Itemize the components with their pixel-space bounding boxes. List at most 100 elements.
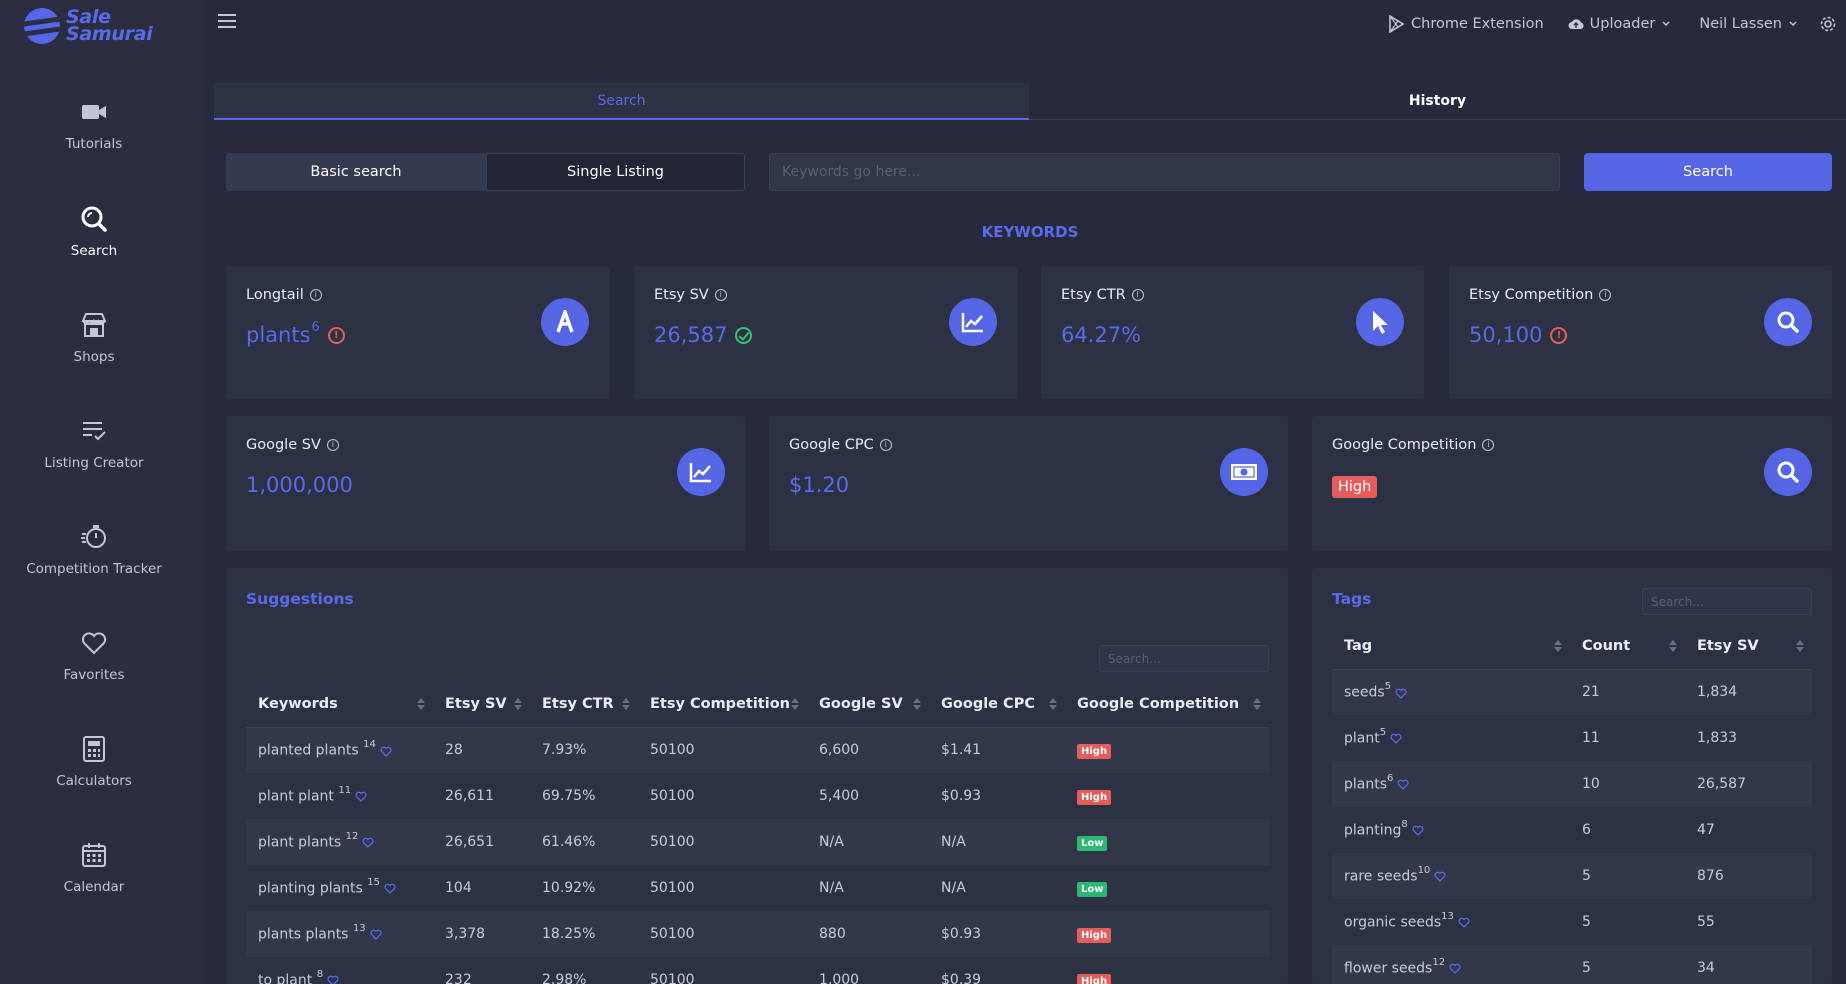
- favorite-heart-icon[interactable]: [1458, 917, 1470, 929]
- google-cpc-cell: $0.93: [929, 911, 1065, 957]
- search-button[interactable]: Search: [1584, 153, 1832, 191]
- etsy-sv-cell: 34: [1685, 945, 1812, 984]
- col-header[interactable]: Etsy SV: [433, 681, 530, 728]
- card-title-text: Longtail: [246, 287, 304, 303]
- info-icon[interactable]: i: [309, 289, 322, 301]
- tag-text[interactable]: flower seeds: [1344, 960, 1433, 977]
- settings-button[interactable]: [1818, 14, 1838, 34]
- favorite-heart-icon[interactable]: [1449, 963, 1461, 975]
- table-row: plant plant 11 26,611 69.75% 50100 5,400 $0.9…: [246, 773, 1269, 819]
- keywords-input[interactable]: [769, 153, 1560, 191]
- info-icon[interactable]: i: [714, 289, 727, 301]
- etsy-sv-cell: 47: [1697, 822, 1715, 838]
- keyword-cell[interactable]: planted plants 14: [246, 727, 433, 773]
- sidebar-item-calculators[interactable]: Calculators: [0, 735, 188, 789]
- video-camera-icon: [82, 105, 106, 119]
- basic-search-toggle[interactable]: Basic search: [226, 153, 486, 191]
- count-cell: 5: [1570, 945, 1685, 984]
- col-header[interactable]: Google CPC: [929, 681, 1065, 728]
- tag-cell[interactable]: rare seeds10: [1332, 853, 1570, 899]
- tags-search-input[interactable]: [1642, 588, 1812, 615]
- keyword-text[interactable]: plant plant: [258, 788, 334, 805]
- tag-cell[interactable]: organic seeds13: [1332, 899, 1570, 945]
- sidebar-item-favorites[interactable]: Favorites: [0, 629, 188, 683]
- hamburger-menu-icon[interactable]: [218, 14, 236, 30]
- tab-history[interactable]: History: [1029, 83, 1846, 120]
- favorite-heart-icon[interactable]: [1395, 688, 1407, 699]
- col-header[interactable]: Google SV: [807, 681, 929, 728]
- keyword-cell[interactable]: to plant 8: [246, 957, 433, 984]
- tag-cell[interactable]: planting8: [1332, 807, 1570, 853]
- tag-cell[interactable]: flower seeds12: [1332, 945, 1570, 984]
- suggestions-table: Keywords Etsy SV Etsy CTR Etsy Competiti…: [246, 681, 1269, 984]
- favorite-heart-icon[interactable]: [1397, 779, 1409, 791]
- card-value-text: 64.27%: [1061, 323, 1142, 347]
- tag-count: 6: [1387, 773, 1394, 785]
- suggestions-search-input[interactable]: [1099, 645, 1269, 672]
- keyword-count: 8: [316, 969, 324, 981]
- google-sv-cell: 1,000: [819, 972, 860, 984]
- info-icon[interactable]: i: [1131, 289, 1144, 301]
- keyword-text[interactable]: plant plants: [258, 834, 342, 851]
- col-header[interactable]: Etsy CTR: [530, 681, 638, 728]
- info-icon[interactable]: i: [879, 439, 892, 451]
- favorite-heart-icon[interactable]: [1390, 733, 1402, 745]
- favorite-heart-icon[interactable]: [380, 746, 392, 757]
- favorite-heart-icon[interactable]: [327, 975, 339, 984]
- sidebar-item-shops[interactable]: Shops: [0, 311, 188, 365]
- col-header[interactable]: Keywords: [246, 681, 433, 728]
- info-icon[interactable]: i: [326, 439, 339, 451]
- col-header[interactable]: Google Competition: [1065, 681, 1269, 728]
- keyword-cell[interactable]: plant plant 11: [246, 773, 433, 819]
- sort-icon: [913, 698, 921, 710]
- tag-cell[interactable]: plant5: [1332, 715, 1570, 761]
- favorite-heart-icon[interactable]: [370, 929, 382, 941]
- keyword-cell[interactable]: plants plants 13: [246, 911, 433, 957]
- sidebar-item-competition-tracker[interactable]: Competition Tracker: [0, 523, 188, 577]
- tag-text[interactable]: seeds: [1344, 685, 1385, 702]
- table-row: plants plants 13 3,378 18.25% 50100 880 $0.93…: [246, 911, 1269, 957]
- suggestions-title: Suggestions: [246, 590, 354, 608]
- keyword-text[interactable]: to plant: [258, 972, 313, 984]
- favorite-heart-icon[interactable]: [362, 837, 374, 849]
- info-icon[interactable]: i: [1482, 439, 1495, 451]
- table-row: planted plants 14 28 7.93% 50100 6,600 $1.41 H…: [246, 727, 1269, 773]
- favorite-heart-icon[interactable]: [1434, 871, 1446, 883]
- etsy-ctr-cell: 69.75%: [542, 788, 596, 804]
- tag-text[interactable]: organic seeds: [1344, 914, 1442, 931]
- card-value: 64.27%: [1061, 323, 1141, 347]
- info-icon[interactable]: i: [1599, 289, 1612, 301]
- sidebar-item-tutorials[interactable]: Tutorials: [0, 98, 188, 152]
- favorite-heart-icon[interactable]: [384, 883, 396, 895]
- uploader-dropdown[interactable]: Uploader: [1568, 16, 1672, 32]
- sidebar-item-search[interactable]: Search: [0, 205, 188, 259]
- user-menu-dropdown[interactable]: Neil Lassen: [1699, 16, 1798, 32]
- tag-text[interactable]: plants: [1344, 776, 1388, 793]
- tab-search[interactable]: Search: [214, 83, 1029, 120]
- tag-text[interactable]: planting: [1344, 822, 1402, 839]
- keyword-text[interactable]: planted plants: [258, 743, 359, 760]
- card-value-sup: 6: [311, 319, 320, 335]
- app-logo[interactable]: Sale Samurai: [24, 8, 153, 44]
- google-sv-cell: N/A: [807, 819, 929, 865]
- sidebar-item-listing-creator[interactable]: Listing Creator: [0, 417, 188, 471]
- tag-text[interactable]: rare seeds: [1344, 868, 1418, 885]
- chrome-extension-link[interactable]: Chrome Extension: [1387, 15, 1544, 33]
- keyword-text[interactable]: planting plants: [258, 880, 363, 897]
- keyword-cell[interactable]: plant plants 12: [246, 819, 433, 865]
- sidebar-item-calendar[interactable]: Calendar: [0, 841, 188, 895]
- col-header[interactable]: Count: [1570, 623, 1685, 670]
- favorite-heart-icon[interactable]: [355, 791, 367, 803]
- tag-cell[interactable]: plants6: [1332, 761, 1570, 807]
- tag-text[interactable]: plant: [1344, 730, 1380, 747]
- col-header[interactable]: Tag: [1332, 623, 1570, 670]
- single-listing-toggle[interactable]: Single Listing: [486, 153, 745, 191]
- col-header[interactable]: Etsy Competition: [638, 681, 807, 728]
- card-google-competition: Google Competition i High: [1312, 416, 1832, 551]
- keyword-cell[interactable]: planting plants 15: [246, 865, 433, 911]
- favorite-heart-icon[interactable]: [1412, 825, 1424, 837]
- col-header[interactable]: Etsy SV: [1685, 623, 1812, 670]
- card-title-text: Etsy Competition: [1469, 287, 1594, 303]
- keyword-text[interactable]: plants plants: [258, 926, 349, 943]
- tag-cell[interactable]: seeds5: [1332, 669, 1570, 715]
